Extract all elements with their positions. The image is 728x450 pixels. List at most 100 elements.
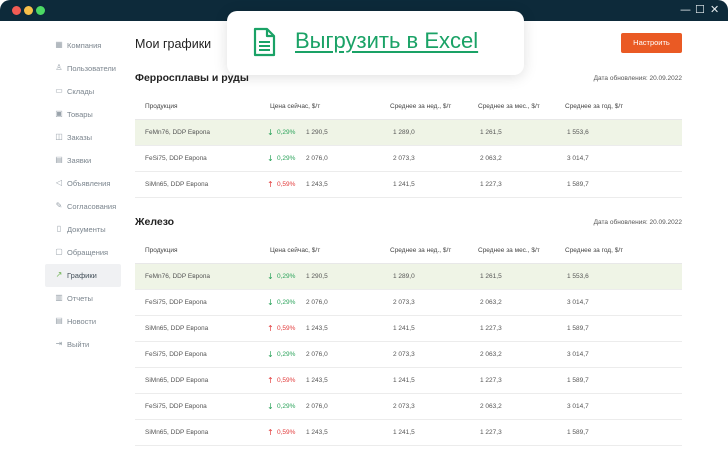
product-name: SiMn65, DDP Европа — [145, 325, 209, 332]
data-table: Продукция Цена сейчас, $/т Среднее за нед.… — [135, 239, 682, 446]
sidebar-item[interactable]: ⇥ Выйти — [45, 333, 121, 356]
column-header[interactable]: Цена сейчас, $/т — [270, 103, 321, 110]
sidebar-item[interactable]: ▦ Компания — [45, 34, 121, 57]
table-row[interactable]: FeSi75, DDP Европа ↓ 0,29% 2 076,0 2 073,3 2 … — [135, 394, 682, 420]
product-name: SiMn65, DDP Европа — [145, 181, 209, 188]
product-name: FeMn76, DDP Европа — [145, 273, 211, 280]
table-header: Продукция Цена сейчас, $/т Среднее за нед.… — [135, 239, 682, 264]
chat-icon: ▢ — [55, 247, 63, 256]
update-date: Дата обновления: 20.09.2022 — [593, 75, 682, 82]
document-icon — [253, 27, 276, 57]
sidebar-item[interactable]: ▯ Документы — [45, 218, 121, 241]
product-name: FeSi75, DDP Европа — [145, 351, 207, 358]
cart-icon: ◫ — [55, 132, 63, 141]
table-row[interactable]: FeMn76, DDP Европа ↓ 0,29% 1 290,5 1 289,0 1 … — [135, 120, 682, 146]
sidebar-item-label: Товары — [67, 110, 93, 119]
maximize-icon[interactable]: ☐ — [695, 3, 705, 16]
weekly-average: 2 073,3 — [393, 155, 415, 162]
sidebar-item[interactable]: ▤ Заявки — [45, 149, 121, 172]
minimize-dot-icon[interactable] — [24, 6, 33, 15]
weekly-average: 2 073,3 — [393, 299, 415, 306]
table-row[interactable]: SiMn65, DDP Европа ↑ 0,59% 1 243,5 1 241,5 1 … — [135, 368, 682, 394]
monthly-average: 1 261,5 — [480, 129, 502, 136]
table-row[interactable]: SiMn65, DDP Европа ↑ 0,59% 1 243,5 1 241,5 1 … — [135, 316, 682, 342]
yearly-average: 1 589,7 — [567, 377, 589, 384]
sidebar-item-label: Согласования — [67, 202, 117, 211]
column-header[interactable]: Среднее за год, $/т — [565, 247, 624, 254]
arrow-up-icon: ↑ — [267, 324, 274, 333]
table-row[interactable]: SiMn65, DDP Европа ↑ 0,59% 1 243,5 1 241,5 1 … — [135, 172, 682, 198]
sidebar-item-label: Объявления — [67, 179, 111, 188]
title-bar: — ☐ ✕ — [0, 0, 728, 21]
yearly-average: 1 589,7 — [567, 181, 589, 188]
section-title: Ферросплавы и руды — [135, 72, 249, 84]
yearly-average: 1 589,7 — [567, 325, 589, 332]
monthly-average: 1 227,3 — [480, 325, 502, 332]
sidebar-item-label: Заказы — [67, 133, 93, 142]
users-icon: ♙ — [55, 63, 63, 72]
table-row[interactable]: FeSi75, DDP Европа ↓ 0,29% 2 076,0 2 073,3 2 … — [135, 146, 682, 172]
minimize-icon[interactable]: — — [680, 3, 691, 16]
current-price: 2 076,0 — [306, 299, 328, 306]
sidebar-item-label: Графики — [67, 271, 97, 280]
sidebar-item[interactable]: ▥ Отчеты — [45, 287, 121, 310]
current-price: 2 076,0 — [306, 155, 328, 162]
sidebar-item[interactable]: ↗ Графики — [45, 264, 121, 287]
yearly-average: 3 014,7 — [567, 155, 589, 162]
weekly-average: 1 241,5 — [393, 429, 415, 436]
product-name: SiMn65, DDP Европа — [145, 429, 209, 436]
yearly-average: 3 014,7 — [567, 299, 589, 306]
sidebar-item[interactable]: ▢ Обращения — [45, 241, 121, 264]
weekly-average: 1 241,5 — [393, 181, 415, 188]
request-icon: ▤ — [55, 155, 63, 164]
sidebar-item[interactable]: ♙ Пользователи — [45, 57, 121, 80]
sidebar-item[interactable]: ▭ Склады — [45, 80, 121, 103]
column-header[interactable]: Среднее за год, $/т — [565, 103, 624, 110]
column-header[interactable]: Продукция — [145, 247, 178, 254]
monthly-average: 2 063,2 — [480, 351, 502, 358]
product-name: SiMn65, DDP Европа — [145, 377, 209, 384]
monthly-average: 1 227,3 — [480, 181, 502, 188]
table-row[interactable]: FeSi75, DDP Европа ↓ 0,29% 2 076,0 2 073,3 2 … — [135, 342, 682, 368]
current-price: 2 076,0 — [306, 403, 328, 410]
column-header[interactable]: Среднее за нед., $/т — [390, 247, 452, 254]
arrow-up-icon: ↑ — [267, 376, 274, 385]
settings-button[interactable]: Настроить — [621, 33, 682, 53]
news-icon: ▤ — [55, 316, 63, 325]
table-row[interactable]: FeMn76, DDP Европа ↓ 0,29% 1 290,5 1 289,0 1 … — [135, 264, 682, 290]
sidebar-item-label: Заявки — [67, 156, 92, 165]
sidebar-item[interactable]: ▤ Новости — [45, 310, 121, 333]
sidebar-item-label: Выйти — [67, 340, 90, 349]
column-header[interactable]: Продукция — [145, 103, 178, 110]
price-change: 0,59% — [277, 377, 296, 384]
column-header[interactable]: Цена сейчас, $/т — [270, 247, 321, 254]
report-icon: ▥ — [55, 293, 63, 302]
export-popup[interactable]: Выгрузить в Excel — [227, 11, 524, 75]
table-row[interactable]: FeSi75, DDP Европа ↓ 0,29% 2 076,0 2 073,3 2 … — [135, 290, 682, 316]
product-name: FeMn76, DDP Европа — [145, 129, 211, 136]
column-header[interactable]: Среднее за мес., $/т — [478, 247, 540, 254]
pen-icon: ✎ — [55, 201, 63, 210]
data-table: Продукция Цена сейчас, $/т Среднее за нед.… — [135, 95, 682, 198]
price-change: 0,29% — [277, 155, 296, 162]
warehouse-icon: ▭ — [55, 86, 63, 95]
close-icon[interactable]: ✕ — [710, 3, 720, 16]
table-row[interactable]: SiMn65, DDP Европа ↑ 0,59% 1 243,5 1 241,5 1 … — [135, 420, 682, 446]
close-dot-icon[interactable] — [12, 6, 21, 15]
price-change: 0,59% — [277, 181, 296, 188]
zoom-dot-icon[interactable] — [36, 6, 45, 15]
megaphone-icon: ◁ — [55, 178, 63, 187]
column-header[interactable]: Среднее за мес., $/т — [478, 103, 540, 110]
current-price: 1 243,5 — [306, 429, 328, 436]
export-excel-link[interactable]: Выгрузить в Excel — [295, 28, 479, 53]
sidebar-item[interactable]: ◁ Объявления — [45, 172, 121, 195]
arrow-up-icon: ↑ — [267, 180, 274, 189]
sidebar-item[interactable]: ▣ Товары — [45, 103, 121, 126]
logout-icon: ⇥ — [55, 339, 63, 348]
sidebar-item[interactable]: ✎ Согласования — [45, 195, 121, 218]
sidebar-item-label: Компания — [67, 41, 102, 50]
arrow-up-icon: ↑ — [267, 428, 274, 437]
sidebar-item[interactable]: ◫ Заказы — [45, 126, 121, 149]
price-change: 0,29% — [277, 273, 296, 280]
column-header[interactable]: Среднее за нед., $/т — [390, 103, 452, 110]
